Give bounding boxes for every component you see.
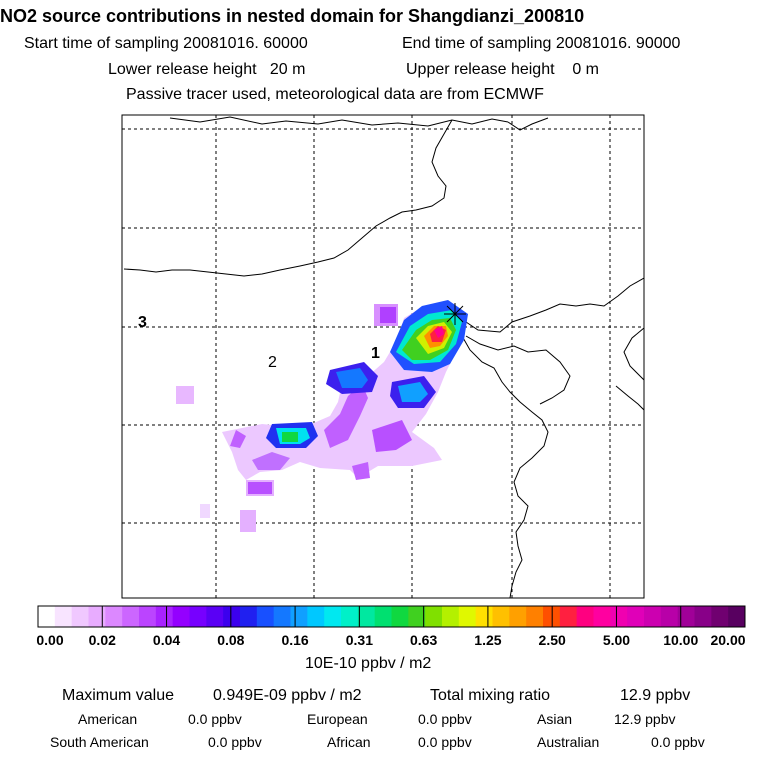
region-value-european: 0.0 ppbv xyxy=(418,711,472,727)
colorbar-swatch xyxy=(189,606,207,627)
colorbar-swatch xyxy=(122,606,140,627)
colorbar-tick-label: 0.08 xyxy=(217,632,245,648)
colorbar-tick-label: 2.50 xyxy=(538,632,566,648)
colorbar-swatch xyxy=(357,606,376,627)
colorbar-tick-label: 1.25 xyxy=(474,632,502,648)
colorbar-swatch xyxy=(54,606,73,627)
total-mixing-ratio-value: 12.9 ppbv xyxy=(620,687,691,704)
colorbar-swatch xyxy=(223,606,241,627)
colorbar-swatch xyxy=(273,606,291,627)
colorbar-tick-label: 0.04 xyxy=(152,632,181,648)
colorbar-tick-label: 0.02 xyxy=(88,632,116,648)
colorbar-swatch xyxy=(492,606,510,627)
start-time: Start time of sampling 20081016. 60000 xyxy=(24,35,308,52)
colorbar-swatch xyxy=(240,606,258,627)
colorbar-tick-label: 10.00 xyxy=(663,632,699,648)
end-time: End time of sampling 20081016. 90000 xyxy=(402,35,681,52)
colorbar-tick-label: 0.31 xyxy=(345,632,373,648)
colorbar-swatch xyxy=(660,606,679,627)
region-value-african: 0.0 ppbv xyxy=(418,734,472,750)
page-title: NO2 source contributions in nested domai… xyxy=(0,6,585,26)
max-value: 0.949E-09 ppbv / m2 xyxy=(213,687,362,704)
lower-release-height: Lower release height 20 m xyxy=(108,61,306,78)
region-name-australian: Australian xyxy=(537,734,600,750)
receptor-star-marker xyxy=(444,303,466,325)
region-name-asian: Asian xyxy=(537,711,573,727)
colorbar-swatch xyxy=(711,606,729,627)
colorbar-swatch xyxy=(88,606,106,627)
tracer-note: Passive tracer used, meteorological data… xyxy=(126,86,544,103)
colorbar-swatch xyxy=(206,606,224,627)
colorbar-swatch xyxy=(425,606,443,627)
colorbar-swatch xyxy=(391,606,409,627)
colorbar-swatch xyxy=(172,606,190,627)
colorbar-swatch xyxy=(324,606,342,627)
region-label-1: 1 xyxy=(371,345,380,362)
colorbar-swatch xyxy=(694,606,712,627)
colorbar-swatch xyxy=(526,606,544,627)
colorbar-tick-label: 20.00 xyxy=(710,632,746,648)
colorbar-swatch xyxy=(341,606,359,627)
colorbar-swatch xyxy=(408,606,426,627)
colorbar-swatch xyxy=(543,606,561,627)
colorbar-swatch xyxy=(155,606,174,627)
colorbar-swatch xyxy=(105,606,123,627)
colorbar-tick-label: 0.63 xyxy=(410,632,438,648)
region-value-south-american: 0.0 ppbv xyxy=(208,734,262,750)
colorbar-tick-label: 0.00 xyxy=(36,632,64,648)
colorbar-swatch xyxy=(442,606,460,627)
colorbar-swatch xyxy=(307,606,325,627)
colorbar-swatch xyxy=(71,606,89,627)
colorbar-swatch xyxy=(610,606,628,627)
concentration-field xyxy=(176,300,468,532)
region-name-african: African xyxy=(327,734,371,750)
colorbar-swatch xyxy=(475,606,493,627)
colorbar-swatch xyxy=(256,606,275,627)
max-value-label: Maximum value xyxy=(62,687,175,704)
region-value-australian: 0.0 ppbv xyxy=(651,734,705,750)
total-mixing-ratio-label: Total mixing ratio xyxy=(430,687,551,704)
colorbar-swatch xyxy=(593,606,611,627)
colorbar-swatch xyxy=(677,606,695,627)
colorbar-swatch xyxy=(374,606,392,627)
colorbar-swatch xyxy=(576,606,594,627)
colorbar-tick-label: 5.00 xyxy=(602,632,631,648)
colorbar-units: 10E-10 ppbv / m2 xyxy=(305,655,432,672)
region-label-2: 2 xyxy=(268,354,277,371)
colorbar-swatch xyxy=(509,606,527,627)
country-borders xyxy=(123,116,644,598)
colorbar-frame xyxy=(37,605,746,628)
colorbar-swatch xyxy=(627,606,645,627)
region-name-american: American xyxy=(78,711,138,727)
colorbar-swatch xyxy=(139,606,157,627)
region-label-3: 3 xyxy=(138,314,147,331)
colorbar-swatch xyxy=(38,606,56,627)
map-frame xyxy=(122,115,644,598)
colorbar-swatch xyxy=(728,606,746,627)
colorbar xyxy=(37,605,746,628)
colorbar-swatch xyxy=(458,606,477,627)
region-value-asian: 12.9 ppbv xyxy=(614,711,676,727)
colorbar-tick-label: 0.16 xyxy=(281,632,309,648)
region-value-american: 0.0 ppbv xyxy=(188,711,242,727)
upper-release-height: Upper release height 0 m xyxy=(406,61,599,78)
colorbar-swatch xyxy=(290,606,308,627)
colorbar-swatch xyxy=(644,606,662,627)
region-name-south-american: South American xyxy=(50,734,149,750)
region-name-european: European xyxy=(307,711,368,727)
colorbar-swatch xyxy=(559,606,578,627)
